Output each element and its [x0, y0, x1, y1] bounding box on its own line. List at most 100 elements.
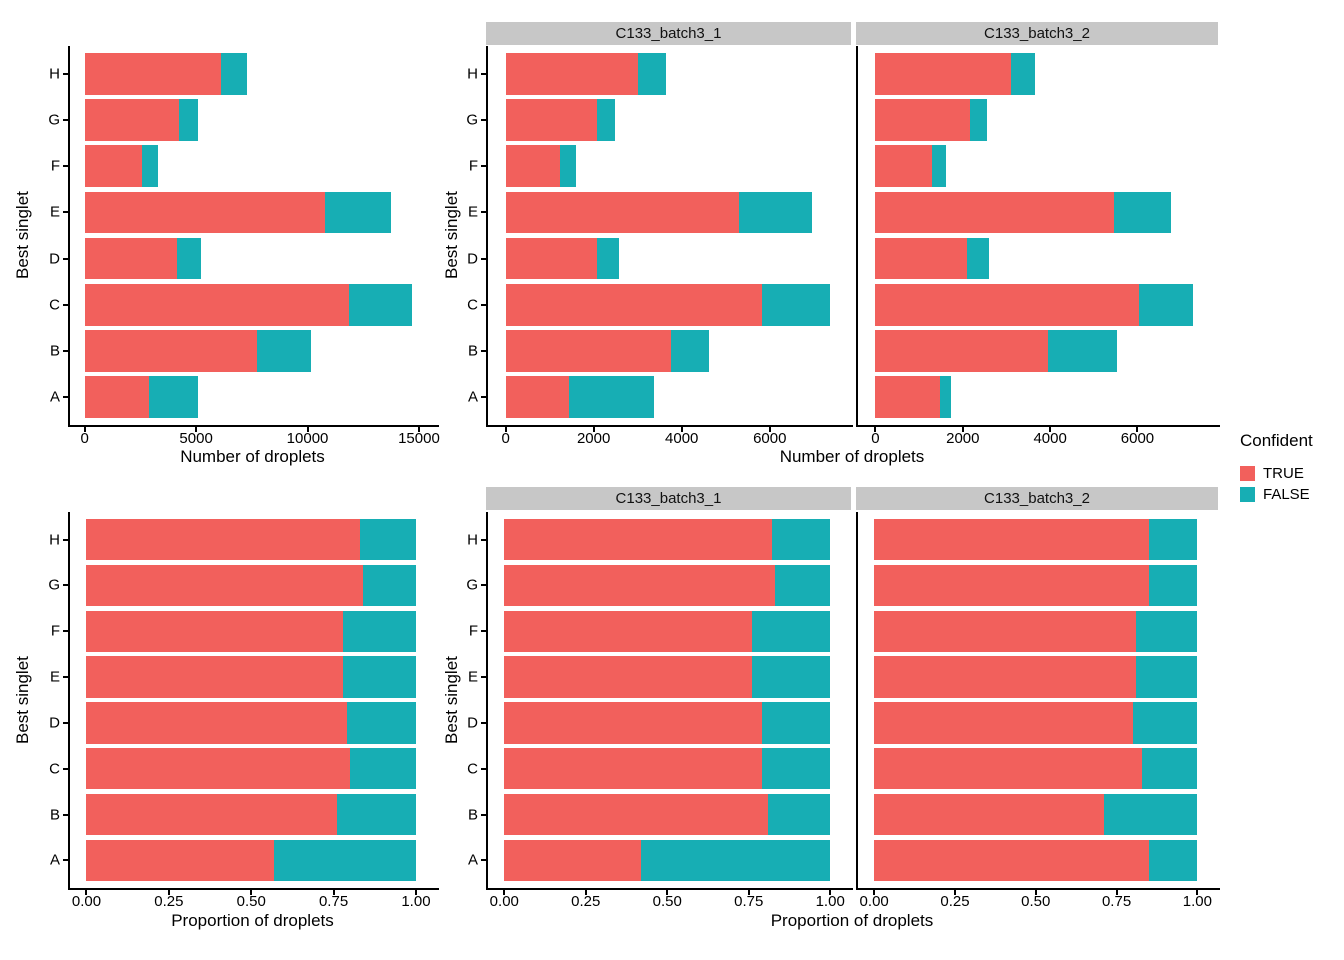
x-tick-mark	[874, 427, 877, 432]
bar-D-true-segment	[875, 237, 967, 280]
y-axis-title-proportions-facets: Best singlet	[442, 656, 461, 744]
x-tick-mark	[666, 890, 669, 895]
legend-swatch-false-icon	[1240, 487, 1255, 502]
x-tick-mark	[1136, 427, 1139, 432]
bar-G-false-segment	[179, 99, 199, 141]
bar-A-true-segment	[875, 376, 940, 419]
x-tick-label: 15000	[398, 430, 440, 447]
x-tick-mark	[953, 890, 956, 895]
y-tick-label: F	[50, 622, 60, 640]
x-tick-mark	[680, 427, 683, 432]
bar-C-true-segment	[504, 748, 762, 790]
bar-E-true-segment	[505, 191, 739, 234]
bar-B-false-segment	[256, 330, 312, 372]
bar-C-false-segment	[349, 284, 413, 326]
bar-F-false-segment	[932, 145, 947, 187]
bar-C-false-segment	[1138, 284, 1194, 326]
bar-F-true-segment	[84, 145, 142, 187]
x-tick-mark	[873, 890, 876, 895]
bar-H-true-segment	[84, 52, 221, 95]
x-tick-label: 0.25	[571, 893, 601, 910]
y-tick-label: D	[49, 250, 60, 268]
x-tick-label: 4000	[665, 430, 699, 447]
bar-C-true-segment	[875, 284, 1139, 326]
y-tick-label: C	[49, 296, 60, 314]
x-tick-label: 1.00	[815, 893, 845, 910]
y-axis-title-counts-overall: Best singlet	[13, 191, 32, 280]
y-tick-mark	[481, 303, 486, 306]
x-tick-mark	[504, 427, 507, 432]
bar-A-false-segment	[568, 376, 655, 419]
x-tick-mark	[83, 427, 86, 432]
x-tick-mark	[584, 890, 587, 895]
legend-label-true: TRUE	[1263, 465, 1304, 482]
bar-E-true-segment	[504, 656, 752, 698]
bar-H-true-segment	[875, 52, 1011, 95]
bar-C-true-segment	[874, 748, 1143, 790]
y-tick-mark	[63, 350, 68, 353]
x-tick-label: 1.00	[1182, 893, 1212, 910]
y-tick-mark	[63, 72, 68, 75]
y-tick-label: C	[467, 760, 478, 778]
bar-H-false-segment	[637, 52, 667, 95]
bar-A-true-segment	[505, 376, 569, 419]
facet-strip-counts-batch2: C133_batch3_2	[856, 22, 1218, 45]
y-tick-mark	[481, 584, 486, 587]
bar-C-true-segment	[505, 284, 763, 326]
x-tick-label: 1.00	[401, 893, 431, 910]
bar-B-false-segment	[1047, 330, 1117, 372]
x-tick-mark	[1034, 890, 1037, 895]
bar-F-false-segment	[343, 610, 416, 652]
y-tick-mark	[63, 721, 68, 724]
panel-counts-overall: H G F E D C B A 0 5000 10000 15000	[48, 46, 440, 447]
y-tick-label: B	[49, 342, 60, 360]
legend-item-true: TRUE	[1240, 465, 1313, 482]
y-tick-label: G	[466, 576, 478, 594]
y-tick-mark	[63, 211, 68, 214]
x-tick-label: 10000	[286, 430, 329, 447]
bar-C-false-segment	[762, 284, 831, 326]
bar-F-true-segment	[505, 145, 560, 187]
y-tick-label: A	[467, 851, 478, 869]
bar-D-false-segment	[966, 237, 990, 280]
panel-proportions-batch2: 0.00 0.25 0.50 0.75 1.00	[856, 512, 1220, 910]
y-tick-label: G	[48, 576, 60, 594]
y-tick-mark	[481, 396, 486, 399]
facet-strip-proportions-batch2: C133_batch3_2	[856, 487, 1218, 510]
x-tick-mark	[1115, 890, 1118, 895]
x-tick-mark	[85, 890, 88, 895]
bar-B-true-segment	[875, 330, 1048, 372]
bar-E-true-segment	[86, 656, 344, 698]
x-tick-label: 0.00	[489, 893, 519, 910]
bar-G-true-segment	[875, 99, 971, 141]
y-axis-title-proportions-overall: Best singlet	[13, 656, 32, 744]
x-tick-mark	[1196, 890, 1199, 895]
bar-A-false-segment	[1148, 839, 1198, 882]
bar-E-false-segment	[325, 191, 392, 234]
legend-label-false: FALSE	[1263, 486, 1310, 503]
x-tick-label: 6000	[753, 430, 787, 447]
bar-C-false-segment	[350, 748, 416, 790]
x-tick-mark	[747, 890, 750, 895]
x-tick-mark	[414, 890, 417, 895]
facet-strip-proportions-batch1: C133_batch3_1	[486, 487, 851, 510]
bar-D-false-segment	[346, 702, 416, 744]
bar-G-true-segment	[86, 564, 364, 606]
x-tick-label: 0.25	[940, 893, 970, 910]
y-tick-label: A	[49, 851, 60, 869]
facet-strip-counts-batch1: C133_batch3_1	[486, 22, 851, 45]
x-tick-mark	[1049, 427, 1052, 432]
x-tick-label: 2000	[946, 430, 980, 447]
y-tick-mark	[63, 303, 68, 306]
bar-D-true-segment	[874, 702, 1133, 744]
bar-F-false-segment	[559, 145, 577, 187]
bar-F-true-segment	[874, 610, 1136, 652]
x-tick-label: 0.25	[154, 893, 184, 910]
x-tick-mark	[195, 427, 198, 432]
bar-H-false-segment	[771, 518, 831, 561]
bar-B-false-segment	[1103, 794, 1198, 836]
x-tick-mark	[768, 427, 771, 432]
bar-E-false-segment	[1135, 656, 1198, 698]
y-tick-mark	[63, 630, 68, 633]
x-tick-mark	[250, 890, 253, 895]
